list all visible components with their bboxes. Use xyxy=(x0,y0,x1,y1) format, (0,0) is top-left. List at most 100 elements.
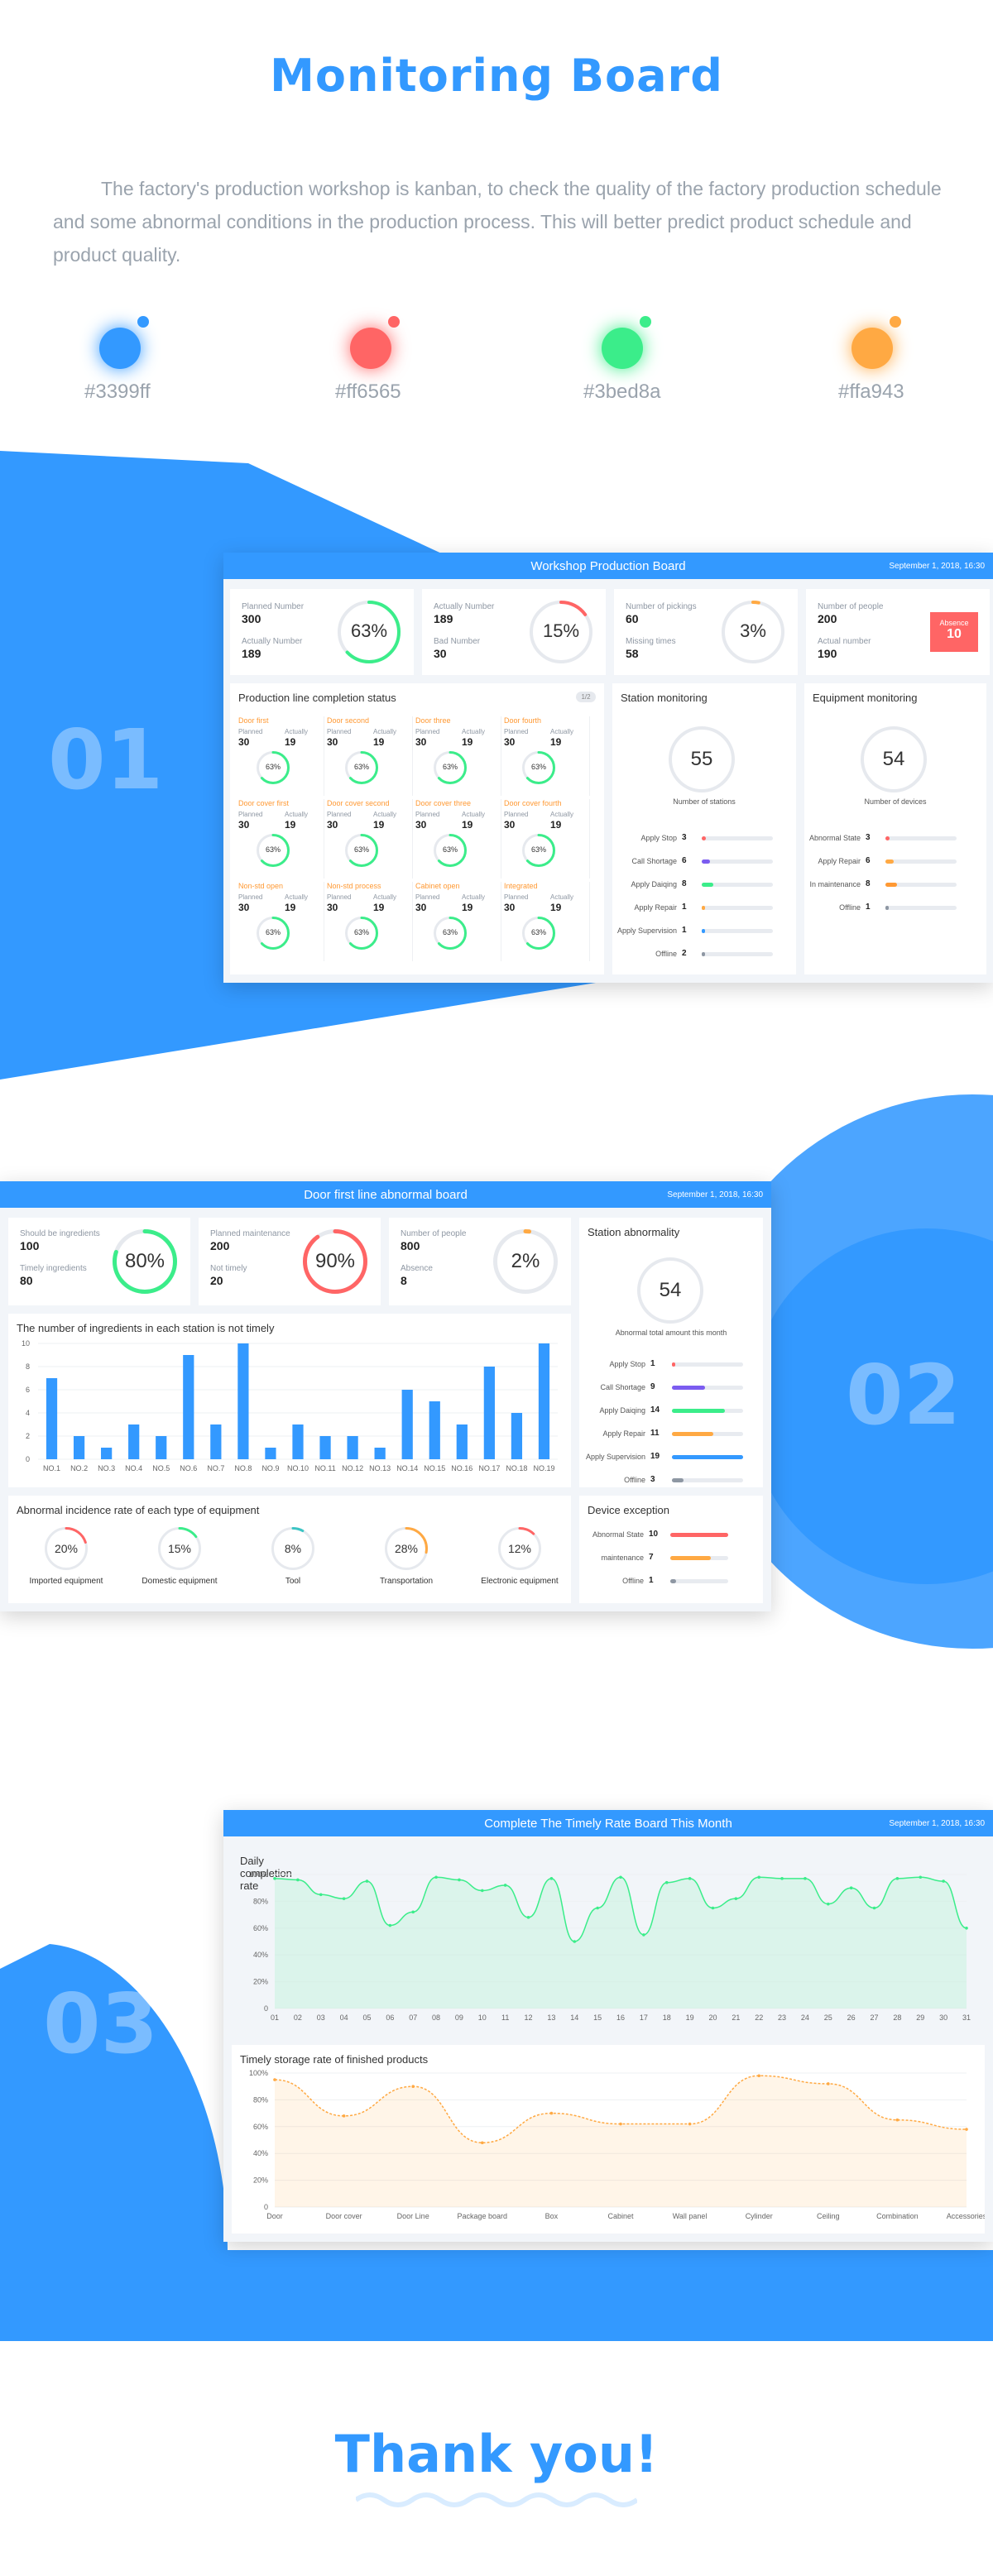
y-tick-label: 60% xyxy=(253,1924,268,1932)
planned-value: 30 xyxy=(238,902,250,913)
cell-percent: 63% xyxy=(442,928,458,936)
ring-progress xyxy=(522,751,555,784)
status-bar-fill xyxy=(670,1556,711,1560)
data-point xyxy=(573,1940,577,1943)
line-name: Integrated xyxy=(504,882,538,890)
bar xyxy=(538,1343,550,1459)
equipment-monitoring-card: Equipment monitoring 54 Number of device… xyxy=(804,683,986,974)
bar xyxy=(183,1355,194,1459)
board-header: Workshop Production Board September 1, 2… xyxy=(223,553,993,579)
kpi-label-2: Missing times xyxy=(626,637,676,646)
data-point xyxy=(827,1902,830,1906)
x-tick-label: 14 xyxy=(570,2013,578,2022)
x-tick-label: Cylinder xyxy=(746,2212,773,2220)
rate-label: Electronic equipment xyxy=(481,1577,559,1586)
status-label: Offline xyxy=(624,1476,645,1484)
status-bar-track xyxy=(672,1386,743,1390)
data-point xyxy=(895,2118,899,2122)
storage-rate-chart: 0 20% 40% 60% 80% 100% Door Door cover Door Line… xyxy=(249,2069,985,2220)
cell-ring xyxy=(522,751,555,784)
cell-percent: 63% xyxy=(353,928,369,936)
planned-value: 30 xyxy=(415,736,427,748)
kpi-label-2: Bad Number xyxy=(434,637,481,646)
cell-ring xyxy=(257,751,290,784)
x-tick-label: NO.12 xyxy=(342,1464,363,1472)
ring-progress xyxy=(722,601,784,663)
planned-label: Planned xyxy=(504,728,529,735)
kpi-percent: 63% xyxy=(350,620,388,641)
data-point xyxy=(849,1886,853,1889)
status-bar-track xyxy=(885,883,957,887)
line-name: Door cover second xyxy=(327,799,390,807)
status-label: Apply Stop xyxy=(609,1360,645,1368)
swatch-dot xyxy=(602,328,643,369)
ring-progress xyxy=(434,917,467,950)
status-count: 6 xyxy=(866,856,871,865)
planned-label: Planned xyxy=(238,728,263,735)
actually-label: Actually xyxy=(285,811,309,818)
actually-value: 19 xyxy=(373,736,385,748)
page-title: Monitoring Board xyxy=(270,50,723,102)
x-tick-label: NO.16 xyxy=(451,1464,473,1472)
x-tick-label: 30 xyxy=(939,2013,947,2022)
bar xyxy=(429,1401,440,1459)
cell-percent: 63% xyxy=(265,763,281,771)
kpi-value-1: 800 xyxy=(401,1239,420,1252)
rate-ring-wrap xyxy=(45,1527,88,1574)
x-tick-label: 08 xyxy=(432,2013,440,2022)
thank-you-text: Thank you! xyxy=(334,2424,659,2484)
line-name: Door cover fourth xyxy=(504,799,562,807)
status-label: Offline xyxy=(622,1577,644,1585)
planned-label: Planned xyxy=(327,728,352,735)
x-tick-label: 09 xyxy=(455,2013,463,2022)
swatch-hex: #3bed8a xyxy=(583,381,661,403)
abnormal-total-label: Abnormal total amount this month xyxy=(615,1329,727,1337)
x-tick-label: NO.1 xyxy=(43,1464,60,1472)
status-bar-fill xyxy=(885,836,890,840)
x-tick-label: 18 xyxy=(663,2013,671,2022)
kpi-ring xyxy=(303,1229,367,1294)
device-total: 54 xyxy=(882,748,905,770)
door-first-line-abnormal-board: Door first line abnormal board September… xyxy=(0,1181,771,1611)
bar xyxy=(237,1343,249,1459)
line-cell: Door fourth Planned Actually 30 19 63% xyxy=(504,716,590,796)
cell-ring xyxy=(434,834,467,867)
cell-percent: 63% xyxy=(530,763,546,771)
status-bar-fill xyxy=(672,1432,713,1436)
status-count: 10 xyxy=(649,1530,659,1539)
status-label: Apply Stop xyxy=(640,834,677,842)
board-date: September 1, 2018, 16:30 xyxy=(667,1190,763,1199)
kpi-label-1: Number of people xyxy=(818,602,884,611)
line-cell: Door three Planned Actually 30 19 63% xyxy=(415,716,501,796)
x-tick-label: NO.17 xyxy=(478,1464,500,1472)
kpi-value-2: 189 xyxy=(242,647,261,660)
rate-label: Imported equipment xyxy=(29,1577,103,1586)
board-date: September 1, 2018, 16:30 xyxy=(889,562,985,571)
planned-label: Planned xyxy=(327,811,352,818)
data-point xyxy=(549,1877,554,1880)
status-bar-track xyxy=(702,929,773,933)
actually-value: 19 xyxy=(373,902,385,913)
x-tick-label: NO.4 xyxy=(125,1464,142,1472)
x-tick-label: Ceiling xyxy=(817,2212,840,2220)
status-bar-track xyxy=(702,906,773,910)
ring-progress xyxy=(434,751,467,784)
cell-ring xyxy=(257,834,290,867)
y-tick-label: 100% xyxy=(249,2069,268,2077)
status-label: Abnormal State xyxy=(808,834,861,842)
status-label: Abnormal State xyxy=(592,1530,644,1539)
kpi-label-2: Absence xyxy=(401,1264,433,1273)
x-tick-label: 11 xyxy=(501,2013,509,2022)
kpi-card: Planned Number 300 Actually Number 189 63% xyxy=(230,589,414,675)
line-name: Cabinet open xyxy=(415,882,460,890)
cell-ring-wrap xyxy=(257,834,290,871)
ring-progress xyxy=(158,1527,201,1570)
x-tick-label: 12 xyxy=(525,2013,533,2022)
actually-label: Actually xyxy=(550,893,574,901)
absence-value: 10 xyxy=(947,627,962,641)
status-bar-track xyxy=(672,1362,743,1367)
page-toggle[interactable]: 1/2 xyxy=(576,692,596,702)
cell-ring-wrap xyxy=(257,751,290,788)
bar xyxy=(101,1448,113,1459)
actually-label: Actually xyxy=(550,728,574,735)
